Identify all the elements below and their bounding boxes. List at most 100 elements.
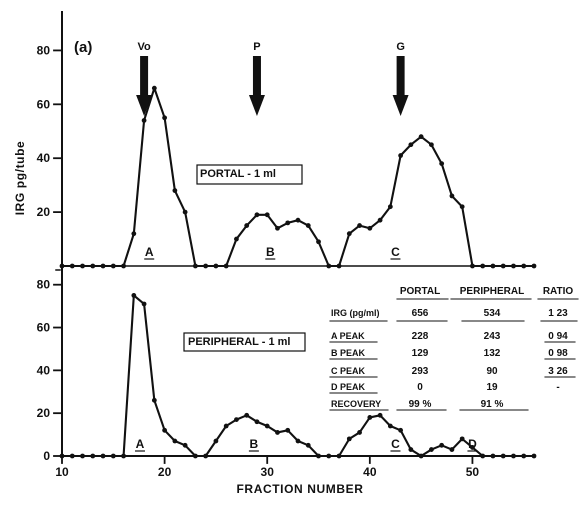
table-row-6-peripheral: 91 % <box>481 399 504 410</box>
peripheral-point-26 <box>223 423 229 429</box>
peripheral-point-31 <box>275 430 280 435</box>
portal-point-38 <box>346 231 352 237</box>
peripheral-point-11 <box>69 453 75 459</box>
portal-point-43 <box>398 153 404 158</box>
top-y-tick-label: 60 <box>37 97 51 111</box>
portal-point-12 <box>80 263 85 269</box>
marker-arrow-shaft-g <box>396 56 405 96</box>
table-row-3-portal: 129 <box>412 348 429 359</box>
portal-point-37 <box>336 263 342 269</box>
table-row-3-ratio: 0 98 <box>548 348 568 359</box>
portal-point-25 <box>213 263 219 269</box>
portal-point-42 <box>387 204 393 210</box>
peripheral-point-56 <box>531 453 537 459</box>
table-header-portal: PORTAL <box>400 286 440 297</box>
marker-arrow-head-g <box>392 95 409 116</box>
portal-point-35 <box>316 239 321 245</box>
portal-point-29 <box>254 212 260 218</box>
portal-point-10 <box>59 263 65 269</box>
top-y-tick-label: 80 <box>37 43 51 57</box>
marker-label-vo: Vo <box>137 41 151 53</box>
portal-point-48 <box>449 193 455 199</box>
table-row-4-label: C PEAK <box>331 366 366 376</box>
portal-peak-label-a: A <box>145 245 154 259</box>
table-row-1-portal: 656 <box>412 308 429 319</box>
portal-point-39 <box>357 223 362 228</box>
table-row-4-peripheral: 90 <box>486 366 498 377</box>
peripheral-point-24 <box>203 453 209 459</box>
peripheral-point-53 <box>500 453 506 459</box>
portal-point-33 <box>295 217 301 223</box>
table-row-5-portal: 0 <box>417 382 423 393</box>
bottom-y-tick-label: 80 <box>37 278 51 292</box>
table-row-1-peripheral: 534 <box>484 308 501 319</box>
x-tick-label: 30 <box>261 465 275 479</box>
bottom-y-tick-label: 0 <box>43 449 50 463</box>
marker-label-p: P <box>253 41 260 53</box>
marker-arrow-shaft-p <box>252 56 261 96</box>
portal-point-31 <box>275 225 280 231</box>
portal-point-54 <box>511 263 516 269</box>
peripheral-point-30 <box>264 423 270 429</box>
portal-point-41 <box>377 217 383 223</box>
peripheral-point-42 <box>387 423 393 429</box>
peripheral-point-34 <box>305 442 311 448</box>
peripheral-point-18 <box>141 301 147 307</box>
peripheral-point-14 <box>100 453 106 459</box>
portal-point-50 <box>470 263 475 269</box>
peripheral-point-45 <box>418 453 424 459</box>
portal-point-49 <box>459 204 465 210</box>
table-row-2-label: A PEAK <box>331 331 365 341</box>
peripheral-point-20 <box>162 427 168 433</box>
peripheral-point-25 <box>213 438 219 444</box>
table-row-5-peripheral: 19 <box>486 382 498 393</box>
peripheral-point-16 <box>121 453 126 459</box>
marker-arrow-shaft-vo <box>140 56 149 96</box>
portal-point-13 <box>90 263 96 269</box>
table-row-6-label: RECOVERY <box>331 399 381 409</box>
marker-label-g: G <box>396 41 405 53</box>
portal-peak-label-b: B <box>266 245 275 259</box>
portal-point-15 <box>110 263 116 269</box>
dynamic-chart-layer: Vo P G A B C A B C D <box>59 41 537 459</box>
portal-point-20 <box>162 115 168 121</box>
peripheral-peak-label-b: B <box>250 437 259 451</box>
peripheral-point-33 <box>295 438 301 444</box>
table-row-3-label: B PEAK <box>331 348 366 358</box>
peripheral-point-48 <box>449 447 455 452</box>
portal-point-44 <box>408 142 414 148</box>
table-row-5-ratio: - <box>556 382 559 393</box>
peripheral-point-38 <box>346 436 352 442</box>
peripheral-point-39 <box>357 430 362 435</box>
peripheral-peak-label-a: A <box>136 437 145 451</box>
portal-point-51 <box>480 263 486 269</box>
peripheral-point-29 <box>254 419 260 425</box>
portal-point-11 <box>69 263 75 269</box>
portal-point-56 <box>531 263 537 269</box>
peripheral-point-43 <box>398 427 404 433</box>
portal-point-14 <box>100 263 106 269</box>
peripheral-point-40 <box>367 415 373 420</box>
portal-point-17 <box>131 231 137 237</box>
peripheral-point-13 <box>90 453 96 459</box>
table-row-3-peripheral: 132 <box>484 348 501 359</box>
peripheral-point-55 <box>521 453 527 459</box>
table-row-4-portal: 293 <box>412 366 429 377</box>
portal-point-18 <box>141 118 147 123</box>
peripheral-point-32 <box>285 427 291 433</box>
top-y-tick-label: 20 <box>37 205 51 219</box>
peripheral-point-12 <box>80 453 85 459</box>
peripheral-point-28 <box>244 412 250 418</box>
peripheral-point-21 <box>172 438 178 444</box>
portal-point-16 <box>121 263 126 269</box>
peripheral-point-46 <box>428 447 434 452</box>
portal-point-55 <box>521 263 527 269</box>
portal-point-22 <box>182 209 188 215</box>
portal-label-box <box>196 164 303 185</box>
portal-point-24 <box>203 263 209 269</box>
peripheral-peak-label-d: D <box>468 437 477 451</box>
peripheral-point-27 <box>234 417 239 422</box>
peripheral-label-box <box>183 332 306 352</box>
